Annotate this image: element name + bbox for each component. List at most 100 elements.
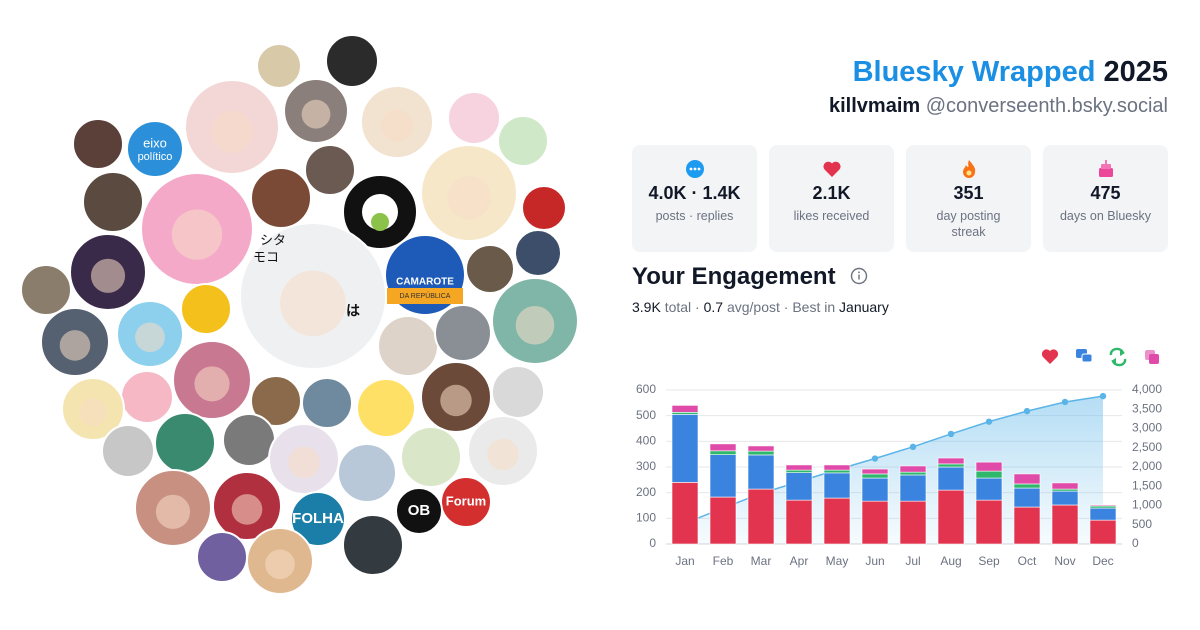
avatar[interactable] xyxy=(337,443,397,503)
legend-icon xyxy=(1081,353,1093,363)
avatar[interactable] xyxy=(180,283,232,335)
stat-card: 475 days on Bluesky xyxy=(1043,145,1168,252)
bar-segment xyxy=(823,472,851,499)
avatar-face xyxy=(194,366,230,402)
x-tick-label: Apr xyxy=(790,554,809,568)
avatar[interactable] xyxy=(120,370,174,424)
avatar[interactable] xyxy=(196,531,248,583)
section-heading: Your Engagement xyxy=(632,263,836,290)
line-point xyxy=(1099,392,1107,400)
avatar[interactable] xyxy=(434,304,492,362)
bar-segment xyxy=(747,488,775,545)
bar-segment xyxy=(1089,504,1117,507)
avatar-face xyxy=(135,322,165,353)
avatar[interactable] xyxy=(325,34,379,88)
stat-icon xyxy=(822,161,841,177)
avatar[interactable] xyxy=(250,167,312,229)
stat-label: likes received xyxy=(793,209,870,223)
bar-segment xyxy=(671,482,699,545)
avatar-text: モコ xyxy=(253,249,279,264)
avatar[interactable] xyxy=(447,91,501,145)
bar-segment xyxy=(899,500,927,545)
bar-segment xyxy=(709,450,737,455)
avatar[interactable] xyxy=(82,171,144,233)
bar-segment xyxy=(975,461,1003,472)
avatar[interactable] xyxy=(256,43,302,89)
avatar[interactable] xyxy=(377,315,439,377)
bar-segment xyxy=(937,466,965,491)
avatar[interactable] xyxy=(222,413,276,467)
avatar[interactable] xyxy=(400,426,462,488)
avatar-ring xyxy=(362,194,398,230)
avatar[interactable] xyxy=(514,229,562,277)
x-tick-label: Feb xyxy=(713,554,734,568)
bar-segment xyxy=(671,405,699,413)
bar-segment xyxy=(975,477,1003,501)
stat-icon xyxy=(962,160,975,178)
avatar[interactable] xyxy=(491,365,545,419)
avatar-text: は xyxy=(346,303,360,319)
summary-part: 0.7 xyxy=(703,299,724,315)
avatar[interactable] xyxy=(290,491,346,547)
y-tick-label: 0 xyxy=(649,536,656,550)
summary-part: avg/post · Best in xyxy=(726,299,836,315)
bar-segment xyxy=(937,463,965,468)
stat-value: 351 xyxy=(953,183,984,203)
avatar[interactable] xyxy=(342,514,404,576)
bar-segment xyxy=(975,499,1003,545)
bar-segment xyxy=(861,500,889,545)
bar-segment xyxy=(671,414,699,483)
info-icon[interactable] xyxy=(850,267,868,285)
stat-card: 2.1K likes received xyxy=(769,145,894,252)
y2-tick-label: 2,500 xyxy=(1132,440,1162,454)
avatar[interactable] xyxy=(301,377,353,429)
avatar[interactable] xyxy=(20,264,72,316)
bar-segment xyxy=(861,473,889,479)
bar-segment xyxy=(671,412,699,415)
legend-icon xyxy=(1041,349,1059,364)
avatar-text: OB xyxy=(408,502,431,519)
summary-part: 3.9K xyxy=(632,299,661,315)
summary-part: total · xyxy=(664,299,700,315)
display-name: killvmaim xyxy=(829,95,921,117)
stat-label: posts · replies xyxy=(655,209,734,223)
line-point xyxy=(1061,398,1069,406)
avatar[interactable] xyxy=(395,487,443,535)
line-point xyxy=(871,455,879,462)
x-tick-label: Sep xyxy=(978,554,1000,568)
avatar[interactable] xyxy=(465,244,515,294)
avatar-text: político xyxy=(138,151,173,163)
avatar[interactable] xyxy=(497,115,549,167)
avatar-face xyxy=(515,305,555,345)
avatar[interactable] xyxy=(250,375,302,427)
bar-segment xyxy=(861,477,889,502)
avatar-text: シタ xyxy=(260,232,286,247)
bar-segment xyxy=(861,468,889,475)
stat-label: days on Bluesky xyxy=(1059,209,1152,223)
y2-tick-label: 500 xyxy=(1132,517,1152,531)
y-tick-label: 500 xyxy=(636,408,656,422)
bar-segment xyxy=(709,443,737,452)
avatar[interactable] xyxy=(356,378,416,438)
bar-segment xyxy=(1089,519,1117,545)
bar-segment xyxy=(899,465,927,473)
avatar-face xyxy=(171,209,223,260)
bar-segment xyxy=(823,469,851,474)
bar-segment xyxy=(785,499,813,545)
avatar[interactable] xyxy=(101,424,155,478)
avatar[interactable] xyxy=(126,120,184,178)
avatar[interactable] xyxy=(154,412,216,474)
avatar[interactable] xyxy=(304,144,356,196)
bar-segment xyxy=(1013,483,1041,489)
bar-segment xyxy=(937,489,965,545)
bar-segment xyxy=(899,471,927,476)
avatar[interactable] xyxy=(521,185,567,231)
bar-segment xyxy=(1013,487,1041,508)
legend-icon xyxy=(1111,350,1125,364)
y-tick-label: 300 xyxy=(636,459,656,473)
avatar[interactable] xyxy=(72,118,124,170)
avatar-face xyxy=(380,109,414,142)
avatar-face xyxy=(301,99,331,129)
x-tick-label: Jul xyxy=(905,554,920,568)
